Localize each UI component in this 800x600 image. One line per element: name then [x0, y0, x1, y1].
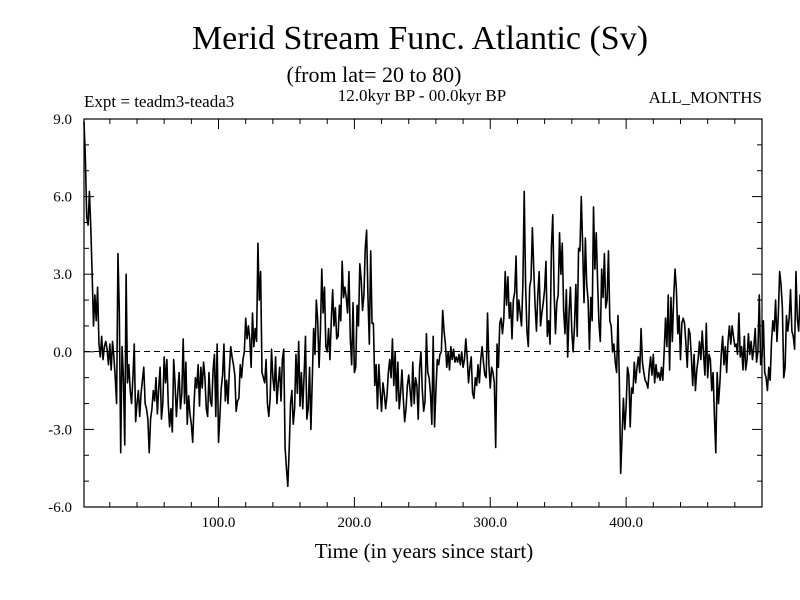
y-axis-tick-labels: -6.0 -3.0 0.0 3.0 6.0 9.0: [48, 112, 72, 516]
y-tick-label: 9.0: [53, 112, 72, 128]
y-tick-label: -6.0: [48, 500, 72, 516]
y-tick-label: 0.0: [53, 345, 72, 361]
chart-subtitle: (from lat= 20 to 80): [287, 62, 462, 87]
x-tick-label: 100.0: [202, 515, 236, 531]
months-label: ALL_MONTHS: [649, 88, 762, 107]
chart-title: Merid Stream Func. Atlantic (Sv): [192, 20, 648, 57]
y-tick-label: 3.0: [53, 267, 72, 283]
y-tick-label: -3.0: [48, 422, 72, 438]
x-tick-label: 300.0: [473, 515, 507, 531]
experiment-label: Expt = teadm3-teada3: [84, 92, 234, 111]
x-tick-label: 400.0: [609, 515, 643, 531]
axis-ticks: [84, 118, 762, 508]
series-line: [83, 121, 800, 488]
x-axis-label: Time (in years since start): [315, 539, 534, 563]
x-tick-label: 200.0: [338, 515, 372, 531]
x-axis-tick-labels: 100.0 200.0 300.0 400.0: [202, 515, 643, 531]
period-label: 12.0kyr BP - 00.0kyr BP: [338, 86, 506, 105]
y-tick-label: 6.0: [53, 190, 72, 206]
plot-frame: [83, 118, 763, 508]
